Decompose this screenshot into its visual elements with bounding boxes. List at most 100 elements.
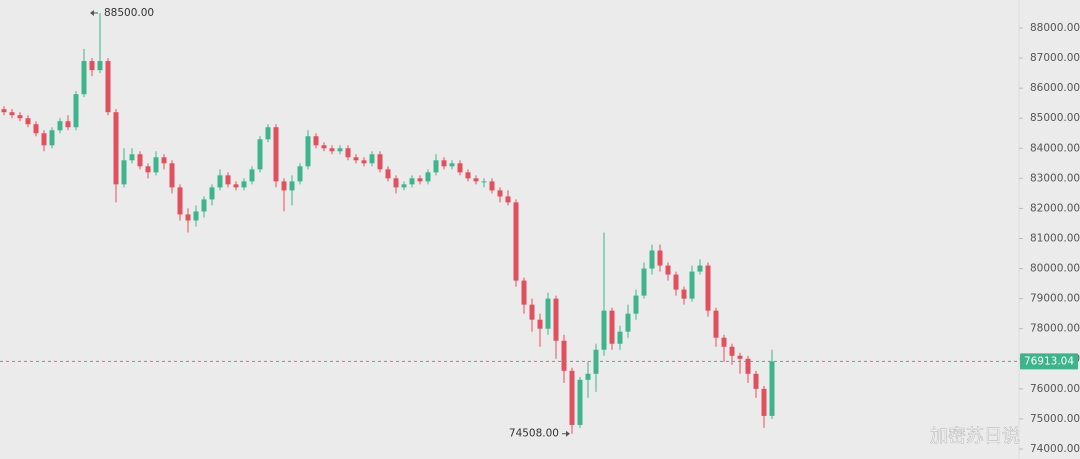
candle-body [689, 271, 695, 299]
candle-body [185, 214, 191, 221]
candle-body [609, 310, 615, 344]
candle-body [537, 319, 543, 329]
candle-body [57, 121, 63, 131]
last-price-box [1020, 353, 1078, 370]
candle-body [425, 172, 431, 182]
y-tick-label: 87000.00 [1030, 52, 1080, 64]
candle-body [193, 211, 199, 221]
candle-body [433, 160, 439, 173]
candle-body [401, 184, 407, 188]
candle-body [761, 388, 767, 416]
candle-body [369, 154, 375, 164]
candle-body [441, 160, 447, 167]
candle-body [65, 121, 71, 128]
candle-body [9, 112, 15, 116]
candle-body [161, 157, 167, 164]
candle-body [577, 379, 583, 425]
candle-body [641, 268, 647, 296]
candle-body [313, 136, 319, 146]
candle-body [105, 61, 111, 113]
candle-body [681, 289, 687, 299]
candle-body [617, 331, 623, 344]
watermark: 加密苏日说 [930, 426, 1021, 448]
candle-body [297, 166, 303, 182]
candle-body [361, 160, 367, 164]
min-marker-label: 74508.00 [509, 428, 559, 440]
candle-body [209, 187, 215, 200]
y-tick-label: 84000.00 [1030, 142, 1080, 154]
candle-body [385, 169, 391, 179]
candle-body [49, 130, 55, 146]
candle-body [569, 370, 575, 425]
candle-body [409, 178, 415, 185]
candle-body [113, 112, 119, 185]
candle-body [289, 181, 295, 191]
candle-body [321, 145, 327, 149]
candle-body [393, 178, 399, 188]
candle-body [729, 346, 735, 356]
candle-body [281, 181, 287, 191]
candle-body [33, 124, 39, 134]
candle-body [41, 133, 47, 146]
candle-body [337, 148, 343, 152]
candle-body [481, 181, 487, 183]
y-tick-label: 76000.00 [1030, 383, 1080, 395]
candle-body [97, 61, 103, 71]
candle-body [553, 298, 559, 341]
y-tick-label: 86000.00 [1030, 82, 1080, 94]
candle-body [225, 175, 231, 185]
candle-body [449, 163, 455, 167]
max-marker-arrow [90, 9, 94, 16]
candle-body [81, 61, 87, 95]
candle-body [473, 178, 479, 182]
candle-body [217, 175, 223, 188]
y-tick-label: 75000.00 [1030, 413, 1080, 425]
candle-body [25, 118, 31, 125]
candle-body [137, 154, 143, 167]
candle-body [649, 250, 655, 269]
y-tick-label: 85000.00 [1030, 112, 1080, 124]
candle-body [17, 115, 23, 119]
candle-body [265, 127, 271, 140]
candle-body [249, 169, 255, 182]
candle-body [241, 181, 247, 188]
candle-body [417, 178, 423, 182]
candle-body [697, 265, 703, 272]
candle-body [745, 358, 751, 374]
y-tick-label: 74000.00 [1030, 443, 1080, 455]
candle-body [233, 184, 239, 188]
min-marker-arrow [566, 430, 570, 437]
y-tick-label: 83000.00 [1030, 172, 1080, 184]
candle-body [633, 295, 639, 314]
candle-body [529, 304, 535, 320]
last-price-label: 76913.04 [1024, 355, 1074, 367]
candle-body [305, 136, 311, 167]
candle-body [769, 361, 775, 416]
candle-body [585, 373, 591, 380]
candle-body [545, 298, 551, 329]
y-tick-label: 80000.00 [1030, 263, 1080, 275]
candle-body [665, 265, 671, 275]
candle-body [257, 139, 263, 170]
y-tick-label: 79000.00 [1030, 293, 1080, 305]
candle-body [513, 202, 519, 281]
candle-body [737, 355, 743, 359]
candle-body [1, 109, 7, 113]
candle-body [345, 148, 351, 158]
candle-body [273, 127, 279, 182]
candle-body [705, 265, 711, 311]
candle-body [497, 190, 503, 197]
candle-body [177, 187, 183, 215]
candle-body [721, 337, 727, 347]
candle-body [657, 250, 663, 266]
max-marker-label: 88500.00 [104, 7, 154, 19]
candle-body [521, 280, 527, 305]
candle-body [121, 160, 127, 185]
candle-body [713, 310, 719, 338]
candle-body [153, 157, 159, 173]
candle-body [353, 157, 359, 161]
candle-body [201, 199, 207, 212]
candle-body [753, 373, 759, 389]
